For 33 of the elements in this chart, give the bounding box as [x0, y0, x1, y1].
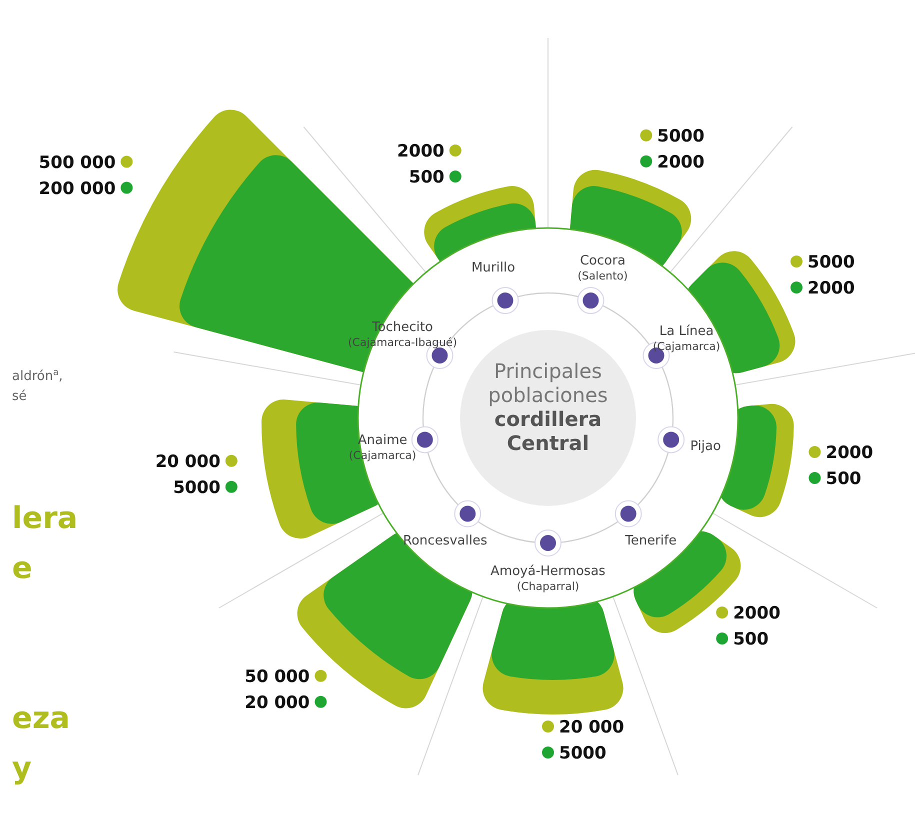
- data-label: 5000: [808, 252, 855, 273]
- data-label: 5000: [173, 478, 221, 498]
- category-label: Murillo: [471, 260, 516, 276]
- data-label: 2000: [657, 152, 705, 172]
- text: aldrón$^{a}$,: [12, 368, 63, 384]
- data-label: 500: [733, 629, 769, 650]
- category-label: Amoyá-Hermosas (Chaparral): [490, 564, 606, 593]
- data-label: 5000: [559, 743, 606, 764]
- data-label: 2000: [826, 443, 874, 464]
- data-label: 20 000: [155, 452, 221, 472]
- category-label: Roncesvalles: [403, 534, 488, 549]
- text: sé: [12, 389, 27, 404]
- data-label: 500 000: [38, 152, 116, 173]
- text: Principales poblaciones: [488, 359, 608, 407]
- category-label: Tenerife: [624, 534, 677, 549]
- data-label: 2000: [397, 141, 445, 162]
- data-label: 500: [826, 469, 862, 490]
- category-label: Pijao: [690, 438, 721, 454]
- data-label: 5000: [657, 126, 705, 146]
- text: eza: [12, 701, 70, 736]
- data-label: 50 000: [244, 666, 310, 687]
- data-label: 2000: [733, 603, 781, 624]
- data-label: 2000: [808, 278, 855, 299]
- data-label: 500: [408, 167, 445, 188]
- category-label: La Línea (Cajamarca): [652, 324, 720, 353]
- text: y: [12, 751, 32, 786]
- data-label: 20 000: [559, 717, 624, 738]
- data-label: 20 000: [244, 692, 310, 713]
- text: cordillera Central: [494, 407, 602, 455]
- text: e: [12, 551, 32, 586]
- text: lera: [12, 501, 78, 536]
- category-label: Cocora (Salento): [578, 254, 628, 283]
- data-label: 200 000: [38, 178, 116, 199]
